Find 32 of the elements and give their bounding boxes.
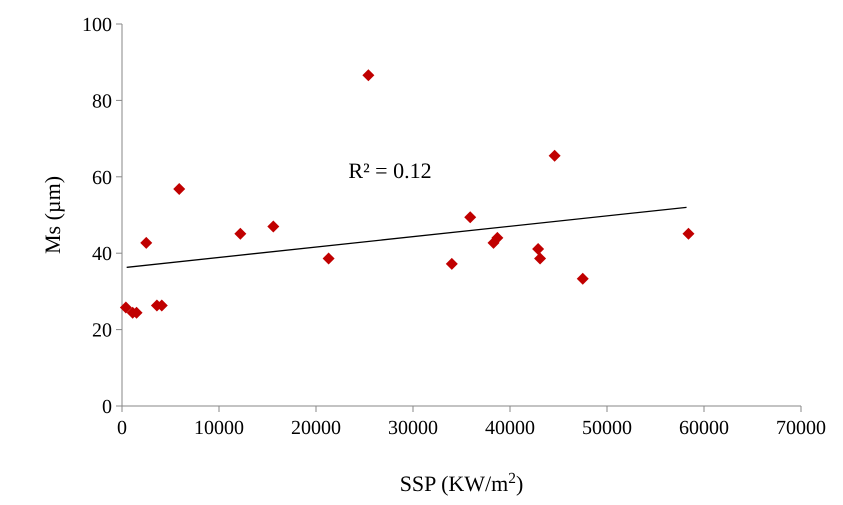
annotation: R² = 0.12 (348, 158, 432, 183)
point (534, 252, 546, 265)
x-tick-label: 60000 (679, 417, 729, 439)
x-tick-label: 0 (117, 417, 127, 439)
y-tick-label: 40 (92, 243, 112, 266)
y-axis-title: Ms (µm) (40, 176, 65, 254)
point (234, 228, 246, 240)
point (140, 236, 152, 249)
y-tick-label: 80 (92, 90, 112, 112)
point (322, 252, 335, 265)
point (446, 258, 458, 270)
x-tick-label: 20000 (291, 417, 341, 439)
point (682, 228, 694, 240)
point (120, 301, 132, 314)
point (576, 272, 589, 285)
y-tick-label: 60 (92, 166, 112, 189)
x-tick-label: 30000 (388, 417, 438, 439)
x-tick-label: 50000 (582, 417, 632, 439)
y-tick-label: 100 (82, 14, 112, 36)
point (267, 220, 280, 232)
x-tick-label: 10000 (194, 417, 244, 439)
y-tick-label: 20 (92, 320, 112, 342)
x-tick-label: 70000 (776, 417, 826, 439)
point (532, 243, 544, 255)
point (173, 183, 186, 196)
y-tick-label: 0 (102, 396, 112, 418)
point (491, 232, 504, 244)
x-tick-label: 40000 (485, 417, 535, 439)
point (548, 150, 561, 162)
point (464, 211, 476, 224)
x-axis-title: SSP (KW/m$^{2}$) (400, 470, 524, 496)
point (362, 69, 374, 82)
